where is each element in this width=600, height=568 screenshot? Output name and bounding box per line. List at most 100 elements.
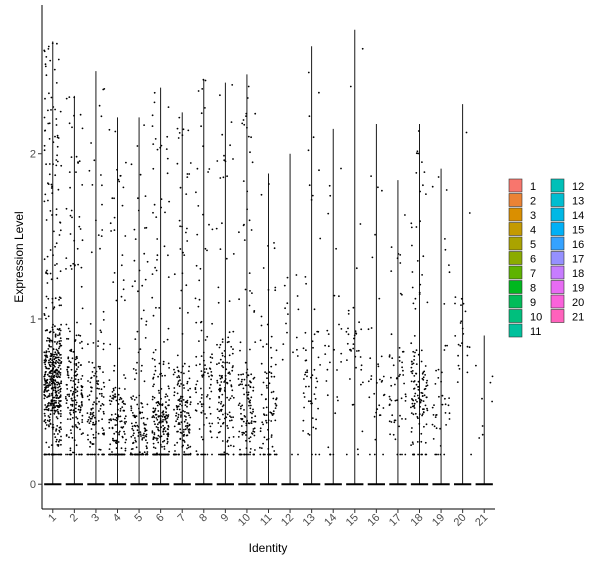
data-point — [102, 319, 105, 321]
data-point — [51, 297, 54, 300]
data-point — [79, 408, 82, 411]
data-point — [437, 453, 439, 456]
data-point — [47, 408, 50, 410]
data-point — [51, 192, 54, 195]
data-point — [253, 434, 256, 437]
data-point — [307, 71, 310, 74]
legend-label-13: 13 — [572, 196, 584, 208]
data-point — [43, 149, 46, 152]
data-point — [466, 371, 469, 374]
data-point — [221, 354, 224, 357]
data-point — [238, 298, 241, 301]
data-point — [181, 395, 184, 398]
data-point — [54, 365, 56, 368]
data-point — [160, 372, 163, 375]
data-point — [432, 414, 435, 416]
data-point — [160, 388, 163, 390]
data-point — [117, 393, 120, 396]
data-point — [319, 237, 322, 240]
data-point — [81, 421, 84, 423]
data-point — [303, 378, 305, 380]
data-point — [164, 406, 167, 409]
data-point — [73, 96, 76, 99]
data-point — [109, 395, 112, 398]
data-point — [303, 406, 305, 409]
data-point — [162, 440, 164, 443]
data-point — [355, 366, 357, 369]
cluster-3 — [86, 71, 106, 486]
data-point — [75, 171, 77, 174]
data-point — [157, 375, 160, 378]
data-point — [50, 409, 52, 412]
data-point — [55, 430, 57, 432]
data-point — [399, 373, 401, 376]
data-point — [43, 116, 46, 119]
data-point — [48, 350, 50, 353]
data-point — [398, 375, 400, 377]
data-point — [155, 413, 158, 416]
data-point — [78, 423, 81, 425]
data-point — [51, 400, 54, 402]
data-point — [189, 416, 192, 419]
data-point — [69, 449, 72, 452]
data-point — [146, 452, 149, 455]
data-point — [57, 453, 60, 456]
data-point — [47, 389, 50, 392]
data-point — [48, 372, 51, 374]
data-point — [151, 114, 154, 117]
data-point — [198, 298, 201, 301]
data-point — [444, 248, 447, 251]
data-point — [70, 209, 73, 212]
data-point — [88, 398, 90, 401]
data-point — [314, 398, 317, 400]
data-point — [108, 427, 111, 429]
data-point — [51, 382, 54, 385]
data-point — [65, 323, 68, 326]
data-point — [252, 453, 255, 456]
data-point — [43, 397, 46, 400]
data-point — [247, 384, 250, 386]
data-point — [53, 374, 56, 377]
data-point — [89, 420, 92, 423]
data-point — [152, 436, 155, 439]
data-point — [69, 412, 71, 414]
data-point — [54, 334, 57, 337]
data-point — [209, 425, 212, 428]
data-point — [413, 404, 415, 407]
data-point — [58, 439, 61, 441]
data-point — [95, 422, 97, 424]
data-point — [416, 441, 419, 443]
data-point — [313, 368, 316, 371]
data-point — [134, 453, 137, 456]
data-point — [249, 440, 251, 443]
data-point — [370, 175, 372, 178]
data-point — [181, 134, 184, 137]
data-point — [142, 434, 145, 437]
data-point — [132, 429, 135, 432]
data-point — [167, 254, 169, 257]
data-point — [381, 189, 383, 192]
data-point — [51, 373, 54, 375]
data-point — [68, 393, 70, 396]
data-point — [218, 395, 221, 398]
data-point — [168, 450, 171, 453]
data-point — [115, 399, 118, 402]
data-point — [73, 374, 76, 377]
data-point — [54, 384, 56, 386]
data-point — [266, 377, 268, 380]
data-point — [246, 208, 249, 211]
data-point — [50, 393, 53, 395]
data-point — [188, 432, 191, 434]
data-point — [251, 412, 253, 415]
data-point — [71, 425, 74, 428]
data-point — [217, 416, 219, 419]
data-point — [57, 374, 59, 376]
legend-swatch-7 — [508, 265, 523, 280]
data-point — [222, 404, 225, 407]
cluster-1 — [43, 41, 63, 486]
data-point — [377, 365, 380, 368]
data-point — [58, 385, 61, 388]
data-point — [435, 414, 437, 416]
data-point — [267, 419, 270, 422]
data-point — [337, 399, 339, 402]
